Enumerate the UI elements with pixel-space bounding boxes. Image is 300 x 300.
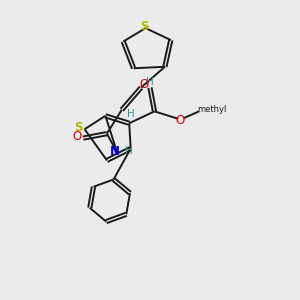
Text: H: H (146, 77, 154, 87)
Text: S: S (74, 121, 82, 134)
Text: S: S (140, 20, 148, 33)
Text: methyl: methyl (197, 105, 226, 114)
Text: O: O (73, 130, 82, 143)
Text: O: O (140, 78, 149, 91)
Text: O: O (175, 114, 184, 127)
Text: H: H (125, 146, 133, 157)
Text: H: H (128, 109, 135, 119)
Text: N: N (110, 145, 120, 158)
